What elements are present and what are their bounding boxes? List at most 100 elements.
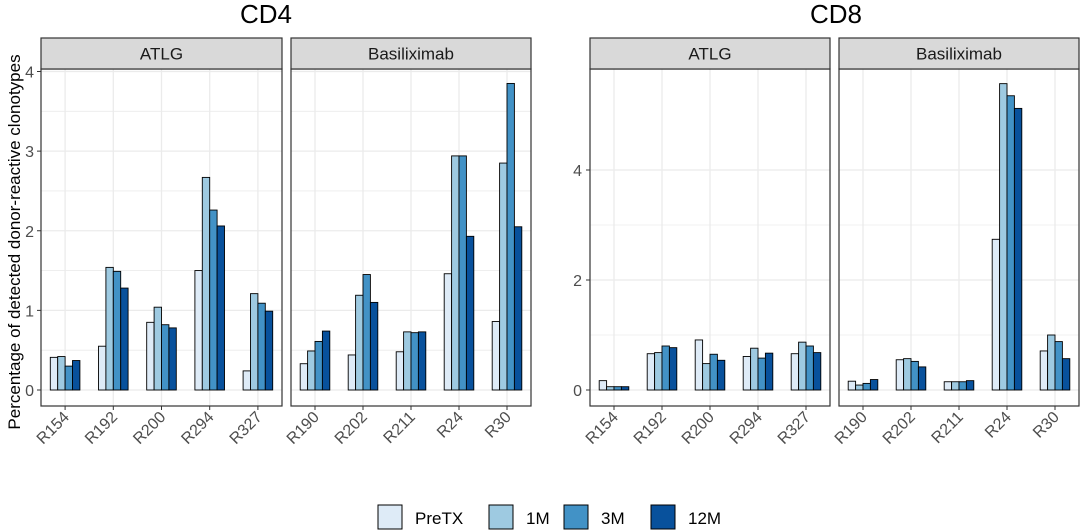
bar-r154-pretx	[598, 380, 608, 391]
bar-r202-3m	[362, 274, 371, 391]
bar-r190-1m	[855, 384, 864, 391]
legend-item-3m: 3M	[563, 504, 625, 530]
bar-r24-12m	[465, 235, 475, 391]
bar-r154-12m	[72, 360, 81, 391]
bar-r202-12m	[369, 301, 379, 391]
bar-r192-1m	[654, 352, 663, 391]
facet-strip	[589, 37, 831, 70]
bar-r190-12m	[321, 330, 331, 391]
y-tick-label: 0	[25, 383, 34, 400]
bar-r294-1m	[201, 176, 211, 391]
bar-r211-1m	[403, 331, 412, 391]
x-tick-label: R24	[434, 409, 467, 442]
x-tick-label: R327	[775, 409, 814, 448]
bar-r202-pretx	[347, 354, 357, 391]
x-tick-label: R202	[332, 409, 371, 448]
bar-r294-12m	[764, 352, 774, 391]
bar-r192-12m	[668, 347, 678, 391]
x-tick-label: R294	[178, 409, 217, 448]
bar-r190-pretx	[299, 363, 309, 391]
bar-r200-pretx	[694, 339, 704, 391]
x-tick-label: R211	[381, 409, 419, 447]
bar-r30-pretx	[491, 321, 501, 391]
x-tick-label: R202	[880, 409, 919, 448]
bar-r154-1m	[57, 356, 66, 391]
chart-title-cd8: CD8	[810, 0, 862, 29]
bar-r294-12m	[216, 225, 225, 391]
bar-r211-12m	[417, 331, 427, 391]
bar-r30-pretx	[1039, 350, 1049, 391]
bar-r24-1m	[451, 155, 460, 391]
legend-label: 1M	[526, 509, 550, 528]
x-tick-label: R190	[832, 409, 871, 448]
bar-r192-3m	[112, 270, 122, 391]
x-tick-label: R327	[227, 409, 266, 448]
bar-r24-3m	[1006, 95, 1015, 391]
bar-r294-pretx	[742, 356, 752, 391]
x-tick-label: R154	[583, 409, 622, 448]
bar-r192-3m	[661, 345, 670, 391]
bar-r202-12m	[917, 366, 927, 391]
legend-item-12m: 12M	[650, 504, 721, 530]
bar-r192-pretx	[98, 345, 107, 391]
bar-r211-pretx	[943, 381, 953, 391]
y-tick-label: 2	[25, 224, 34, 241]
legend-swatch	[488, 504, 514, 530]
legend-label: 12M	[688, 509, 721, 528]
bar-r24-pretx	[443, 273, 453, 391]
bar-r154-pretx	[49, 356, 59, 391]
bar-r200-3m	[709, 353, 718, 391]
bar-r190-12m	[869, 379, 879, 391]
legend-label: PreTX	[415, 509, 463, 528]
bar-r202-1m	[355, 294, 364, 391]
x-tick-label: R211	[929, 409, 967, 447]
bar-r327-3m	[805, 345, 814, 391]
facet-strip	[838, 37, 1080, 70]
y-tick-label: 2	[573, 273, 582, 290]
bar-r192-pretx	[646, 353, 656, 391]
bar-r200-1m	[153, 306, 162, 391]
bar-r327-1m	[798, 341, 807, 391]
bar-r30-3m	[506, 82, 515, 391]
bar-r190-pretx	[847, 380, 857, 391]
bar-r30-1m	[499, 162, 508, 391]
y-tick-label: 4	[573, 163, 582, 180]
x-tick-label: R30	[1030, 409, 1063, 442]
bar-r190-1m	[307, 350, 316, 391]
bar-r211-1m	[951, 381, 960, 391]
legend-item-1m: 1M	[488, 504, 550, 530]
chart-title-cd4: CD4	[240, 0, 292, 29]
bar-r294-3m	[209, 209, 218, 391]
bar-r211-3m	[410, 332, 419, 391]
bar-r190-3m	[862, 382, 871, 391]
bar-r202-3m	[910, 360, 919, 391]
facet-strip-label: Basiliximab	[916, 45, 1002, 64]
bar-r24-1m	[999, 83, 1008, 391]
bar-r24-12m	[1013, 107, 1023, 391]
facet-basiliximab: R190 R202 R211 R24 R30 Basiliximab	[284, 37, 532, 448]
bar-r294-pretx	[194, 270, 203, 391]
y-tick-label: 0	[573, 383, 582, 400]
bar-r200-12m	[168, 327, 177, 391]
facet-basiliximab: R190 R202 R211 R24 R30 Basiliximab	[832, 37, 1080, 448]
bar-r200-1m	[702, 363, 711, 391]
bar-r211-12m	[965, 380, 975, 391]
x-tick-label: R24	[982, 409, 1015, 442]
legend-swatch	[563, 504, 589, 530]
legend-item-pretx: PreTX	[377, 504, 463, 530]
bar-r154-1m	[606, 386, 615, 391]
facet-strip	[290, 37, 532, 70]
bar-r192-12m	[120, 287, 129, 391]
x-tick-label: R30	[482, 409, 515, 442]
chart-cd4: 0 1 2 3 4 R154 R192 R200 R294 R327 ATLG R190 R202 R21…	[25, 37, 532, 448]
y-tick-label: 3	[25, 144, 34, 161]
x-tick-label: R294	[727, 409, 766, 448]
bar-r154-3m	[613, 386, 622, 391]
bar-r192-1m	[105, 266, 114, 391]
bar-r30-3m	[1054, 341, 1063, 391]
